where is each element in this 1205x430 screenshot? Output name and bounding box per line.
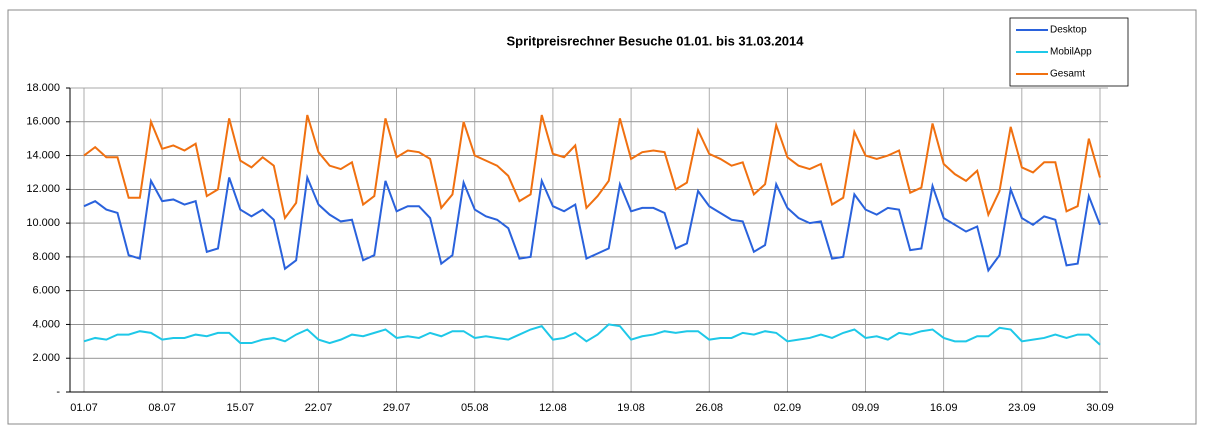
x-tick-label: 09.09 — [852, 402, 880, 414]
x-tick-label: 26.08 — [695, 402, 723, 414]
y-tick-label: 6.000 — [32, 285, 60, 297]
x-tick-label: 08.07 — [148, 402, 176, 414]
chart-title: Spritpreisrechner Besuche 01.01. bis 31.… — [506, 33, 804, 48]
legend-label: MobilApp — [1050, 47, 1092, 58]
x-tick-label: 05.08 — [461, 402, 489, 414]
x-tick-label: 30.09 — [1086, 402, 1114, 414]
x-tick-label: 16.09 — [930, 402, 958, 414]
y-tick-label: 18.000 — [26, 82, 60, 94]
x-tick-label: 01.07 — [70, 402, 98, 414]
x-tick-label: 23.09 — [1008, 402, 1036, 414]
y-tick-label: 2.000 — [32, 352, 60, 364]
legend-label: Gesamt — [1050, 69, 1085, 80]
y-tick-label: 8.000 — [32, 251, 60, 263]
y-tick-label: 14.000 — [26, 149, 60, 161]
x-tick-label: 02.09 — [774, 402, 802, 414]
x-tick-label: 22.07 — [305, 402, 333, 414]
y-tick-label: 12.000 — [26, 183, 60, 195]
y-tick-label: 10.000 — [26, 217, 60, 229]
series-line — [83, 114, 1101, 221]
chart-frame — [7, 9, 1197, 425]
x-tick-label: 29.07 — [383, 402, 411, 414]
y-tick-label: 4.000 — [32, 318, 60, 330]
y-tick-label: 16.000 — [26, 116, 60, 128]
legend-label: Desktop — [1050, 25, 1087, 36]
series-line — [83, 173, 1101, 273]
y-tick-label: - — [56, 386, 60, 398]
x-tick-label: 15.07 — [227, 402, 255, 414]
x-tick-label: 19.08 — [617, 402, 645, 414]
x-tick-label: 12.08 — [539, 402, 567, 414]
series-line — [83, 323, 1101, 346]
